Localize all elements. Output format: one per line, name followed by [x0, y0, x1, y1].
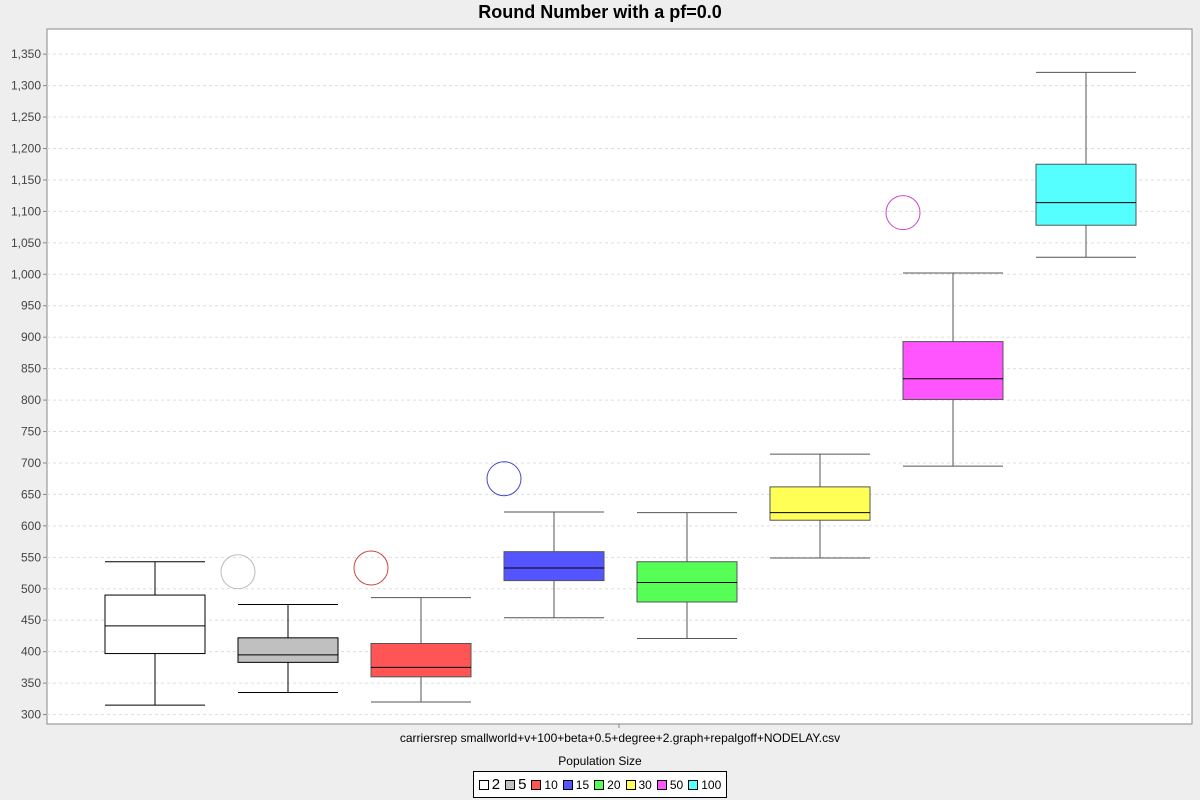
- legend-swatch: [656, 779, 667, 790]
- y-tick-label: 1,150: [11, 173, 41, 187]
- legend-label: 20: [607, 777, 621, 792]
- legend-item-2: 2: [478, 776, 501, 793]
- legend-label: 10: [544, 777, 558, 792]
- legend-label: 2: [491, 776, 501, 793]
- y-tick-label: 950: [21, 299, 41, 313]
- legend-item-20: 20: [594, 777, 621, 792]
- y-tick-label: 400: [21, 645, 41, 659]
- legend-swatch: [478, 779, 489, 790]
- y-tick-label: 1,100: [11, 204, 41, 218]
- box-100: [1035, 71, 1137, 258]
- y-tick-label: 800: [21, 393, 41, 407]
- legend-swatch: [562, 779, 573, 790]
- legend-swatch: [594, 779, 605, 790]
- box-5: [220, 554, 339, 694]
- y-tick-label: 600: [21, 519, 41, 533]
- y-tick-label: 1,300: [11, 79, 41, 93]
- box-10: [353, 550, 472, 703]
- outlier-point: [486, 461, 522, 497]
- outlier-point: [353, 550, 389, 586]
- y-tick-label: 550: [21, 550, 41, 564]
- y-tick-label: 850: [21, 362, 41, 376]
- legend-label: 50: [669, 777, 684, 792]
- outlier-point: [220, 554, 256, 590]
- legend-swatch: [505, 779, 516, 790]
- legend-swatch: [625, 779, 636, 790]
- legend-label: 30: [638, 777, 652, 792]
- iqr-box: [503, 551, 605, 582]
- legend-label: 15: [575, 777, 590, 792]
- legend-label: 5: [518, 776, 527, 793]
- legend-item-50: 50: [656, 777, 684, 792]
- plot-area: 300 350 400 450 500 550 600 650 700 750 800 850 900 9…: [11, 28, 1193, 728]
- box-30: [769, 453, 871, 559]
- y-tick-label: 300: [21, 708, 41, 722]
- category-axis-label: carriersrep smallworld+v+100+beta+0.5+de…: [399, 731, 841, 745]
- legend-label: 100: [701, 777, 722, 792]
- y-tick-label: 350: [21, 676, 41, 690]
- iqr-box: [636, 561, 738, 603]
- legend-title: Population Size: [558, 754, 642, 768]
- y-tick-label: 1,200: [11, 142, 41, 156]
- legend-item-30: 30: [625, 777, 652, 792]
- y-tick-label: 750: [21, 425, 41, 439]
- y-tick-label: 450: [21, 613, 41, 627]
- box-15: [486, 461, 605, 619]
- legend-swatch: [531, 779, 542, 790]
- chart-title: Round Number with a pf=0.0: [478, 2, 722, 22]
- iqr-box: [769, 486, 871, 521]
- y-tick-label: 1,250: [11, 110, 41, 124]
- legend-swatch: [688, 779, 699, 790]
- y-tick-label: 1,050: [11, 236, 41, 250]
- legend-item-15: 15: [562, 777, 590, 792]
- box-2: [104, 561, 206, 706]
- y-tick-label: 900: [21, 330, 41, 344]
- y-tick-label: 650: [21, 487, 41, 501]
- iqr-box: [902, 341, 1004, 400]
- legend: 2 5 10 15 20 30 50 100: [473, 771, 727, 798]
- legend-item-100: 100: [688, 778, 721, 792]
- box-50: [885, 195, 1004, 467]
- y-tick-label: 1,000: [11, 267, 41, 281]
- iqr-box: [1035, 163, 1137, 226]
- iqr-box: [104, 594, 206, 655]
- y-tick-label: 500: [21, 582, 41, 596]
- box-20: [636, 512, 738, 639]
- iqr-box: [370, 642, 472, 678]
- y-tick-label: 700: [21, 456, 41, 470]
- legend-item-10: 10: [531, 777, 558, 792]
- outlier-point: [885, 195, 921, 231]
- y-tick-label: 1,350: [11, 47, 41, 61]
- legend-item-5: 5: [505, 776, 526, 793]
- iqr-box: [237, 637, 339, 663]
